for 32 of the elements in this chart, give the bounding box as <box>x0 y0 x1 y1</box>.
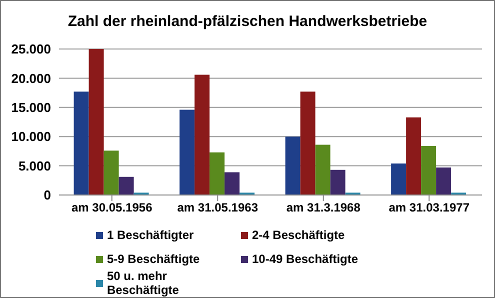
chart-title: Zahl der rheinland-pfälzischen Handwerksbetriebe <box>66 13 428 30</box>
y-tick-label: 0 <box>44 188 51 203</box>
y-tick-label: 15.000 <box>11 100 51 116</box>
x-tick-label: am 31.03.1977 <box>388 200 470 215</box>
legend-label: 10-49 Beschäftigte <box>252 252 358 266</box>
legend-label: 5-9 Beschäftigte <box>107 252 200 266</box>
y-tick-label: 20.000 <box>11 70 51 86</box>
bar <box>224 172 240 195</box>
bar <box>88 49 104 195</box>
y-tick-label: 5.000 <box>18 158 51 174</box>
legend-label: 50 u. mehr Beschäftigte <box>106 269 180 297</box>
bar <box>406 117 422 195</box>
bar <box>421 146 436 195</box>
x-tick-label: am 31.05.1963 <box>177 200 258 215</box>
bar <box>194 74 210 195</box>
bar <box>391 163 406 195</box>
x-tick-label: am 30.05.1956 <box>72 200 153 215</box>
bar <box>300 92 316 195</box>
bar <box>315 144 330 195</box>
bar <box>210 152 225 195</box>
legend-label: 2-4 Beschäftigte <box>252 228 345 242</box>
y-tick-label: 10.000 <box>11 129 51 144</box>
bar <box>330 170 346 195</box>
bar <box>180 110 195 195</box>
x-tick-label: am 31.3.1968 <box>286 200 361 215</box>
bar <box>436 168 452 195</box>
bar <box>118 176 134 195</box>
y-tick-label: 25.000 <box>11 42 51 57</box>
bar <box>104 150 119 195</box>
bar <box>74 92 89 195</box>
legend-label: 1 Beschäftigter <box>107 228 194 242</box>
bar <box>285 136 300 195</box>
